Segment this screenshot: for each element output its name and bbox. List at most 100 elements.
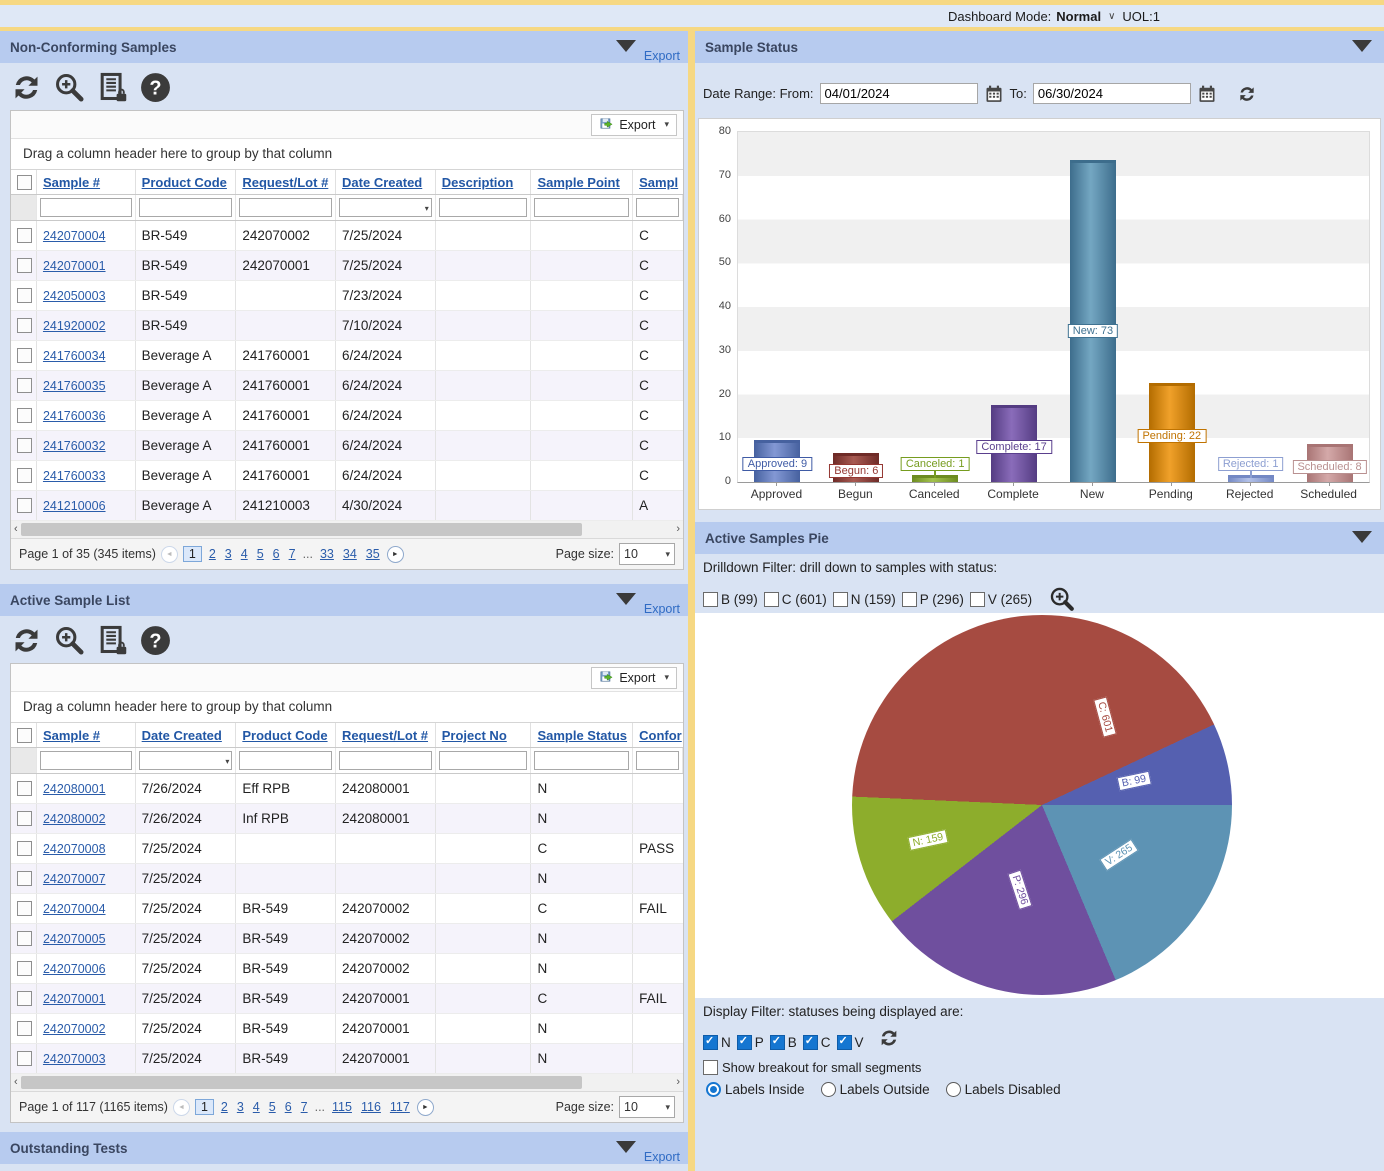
sample-number-link[interactable]: 242070008 — [42, 841, 106, 856]
column-header-sample-[interactable]: Sample # — [37, 723, 136, 747]
column-header-project-no[interactable]: Project No — [436, 723, 532, 747]
column-header-sampl[interactable]: Sampl — [633, 170, 683, 194]
drilldown-checkbox-b99[interactable] — [703, 591, 718, 607]
page-size-select[interactable]: 10 ▾ — [619, 543, 675, 565]
drilldown-checkbox-c601[interactable] — [763, 591, 779, 607]
row-checkbox[interactable] — [17, 378, 32, 393]
refresh-icon[interactable] — [878, 1027, 900, 1049]
column-filter-input[interactable] — [438, 198, 528, 217]
column-header-request-lot-[interactable]: Request/Lot # — [236, 170, 337, 194]
sample-number-link[interactable]: 241920002 — [42, 318, 106, 333]
page-number-1[interactable]: 1 — [194, 1099, 214, 1115]
page-number-116[interactable]: 116 — [360, 1100, 381, 1114]
radio-labels-outside[interactable] — [820, 1082, 836, 1097]
scroll-right-icon[interactable]: › — [676, 523, 680, 535]
row-checkbox[interactable] — [17, 288, 32, 303]
zoom-icon[interactable] — [1048, 585, 1076, 613]
column-header-request-lot-[interactable]: Request/Lot # — [336, 723, 436, 747]
sample-number-link[interactable]: 242070001 — [42, 258, 106, 273]
calendar-icon[interactable] — [984, 84, 1004, 104]
display-checkbox-b[interactable] — [769, 1034, 785, 1050]
row-checkbox[interactable] — [17, 318, 32, 333]
sample-number-link[interactable]: 241760032 — [42, 438, 106, 453]
scrollbar-track[interactable] — [20, 1076, 674, 1089]
dashboard-mode-value[interactable]: Normal — [1056, 8, 1102, 24]
scrollbar-thumb[interactable] — [20, 523, 582, 536]
collapse-panel-icon[interactable] — [616, 40, 636, 52]
column-filter-input[interactable] — [339, 751, 432, 770]
radio-labels-inside[interactable] — [706, 1082, 721, 1097]
display-checkbox-n[interactable] — [703, 1034, 718, 1050]
page-number-5[interactable]: 5 — [268, 1100, 276, 1114]
row-checkbox[interactable] — [17, 841, 32, 856]
page-size-select[interactable]: 10 ▾ — [619, 1096, 675, 1118]
column-filter-input[interactable] — [39, 751, 132, 770]
page-number-2[interactable]: 2 — [220, 1100, 228, 1114]
column-filter-input[interactable] — [636, 751, 680, 770]
column-header-product-code[interactable]: Product Code — [136, 170, 237, 194]
column-header-product-code[interactable]: Product Code — [236, 723, 337, 747]
report-lock-icon[interactable] — [96, 624, 129, 657]
sample-number-link[interactable]: 242070001 — [42, 991, 106, 1006]
page-number-33[interactable]: 33 — [319, 547, 334, 561]
sample-number-link[interactable]: 242070007 — [42, 871, 106, 886]
page-number-2[interactable]: 2 — [208, 547, 216, 561]
column-filter-input[interactable] — [339, 198, 432, 217]
scroll-left-icon[interactable]: ‹ — [14, 1076, 18, 1088]
scrollbar-track[interactable] — [20, 523, 674, 536]
display-checkbox-c[interactable] — [802, 1034, 818, 1050]
show-breakout-checkbox[interactable] — [703, 1060, 718, 1075]
column-filter-input[interactable] — [534, 751, 630, 770]
collapse-panel-icon[interactable] — [1352, 40, 1372, 52]
page-number-7[interactable]: 7 — [300, 1100, 308, 1114]
row-checkbox[interactable] — [17, 871, 32, 886]
pager-prev-button[interactable]: ◄ — [172, 1098, 190, 1116]
scroll-right-icon[interactable]: › — [676, 1076, 680, 1088]
row-checkbox[interactable] — [17, 901, 32, 916]
sample-number-link[interactable]: 242070006 — [42, 961, 106, 976]
row-checkbox[interactable] — [17, 781, 32, 796]
column-header-description[interactable]: Description — [436, 170, 532, 194]
date-to-input[interactable] — [1032, 83, 1191, 104]
page-number-6[interactable]: 6 — [272, 547, 280, 561]
drilldown-checkbox-n159[interactable] — [832, 591, 848, 607]
sample-number-link[interactable]: 241760035 — [42, 378, 106, 393]
date-from-input[interactable] — [819, 83, 978, 104]
pager-next-button[interactable]: ► — [386, 545, 404, 563]
page-number-115[interactable]: 115 — [332, 1100, 352, 1114]
page-number-1[interactable]: 1 — [182, 546, 202, 562]
row-checkbox[interactable] — [17, 961, 32, 976]
radio-labels-disabled[interactable] — [945, 1082, 961, 1097]
column-header-confor[interactable]: Confor — [633, 723, 683, 747]
refresh-icon[interactable] — [10, 71, 43, 104]
page-number-5[interactable]: 5 — [256, 547, 264, 561]
panel-export-link[interactable]: Export — [643, 1150, 680, 1164]
sample-number-link[interactable]: 242070002 — [42, 1021, 106, 1036]
column-filter-input[interactable] — [239, 751, 333, 770]
page-number-7[interactable]: 7 — [288, 547, 296, 561]
page-number-3[interactable]: 3 — [224, 547, 232, 561]
page-number-35[interactable]: 35 — [365, 547, 380, 561]
sample-number-link[interactable]: 242080002 — [42, 811, 106, 826]
pager-next-button[interactable]: ► — [416, 1098, 434, 1116]
row-checkbox[interactable] — [17, 1051, 32, 1066]
column-header-date-created[interactable]: Date Created — [336, 170, 436, 194]
refresh-icon[interactable] — [1237, 84, 1257, 104]
page-number-3[interactable]: 3 — [236, 1100, 244, 1114]
zoom-icon[interactable] — [53, 624, 86, 657]
row-checkbox[interactable] — [17, 228, 32, 243]
grid-export-button[interactable]: Export ▾ — [591, 666, 677, 689]
column-filter-input[interactable] — [39, 198, 132, 217]
display-checkbox-p[interactable] — [736, 1034, 752, 1050]
collapse-panel-icon[interactable] — [616, 593, 636, 605]
sample-number-link[interactable]: 242080001 — [42, 781, 106, 796]
row-checkbox[interactable] — [17, 931, 32, 946]
column-header-sample-point[interactable]: Sample Point — [531, 170, 634, 194]
select-all-checkbox[interactable] — [17, 728, 32, 743]
row-checkbox[interactable] — [17, 408, 32, 423]
collapse-panel-icon[interactable] — [616, 1141, 636, 1153]
calendar-icon[interactable] — [1197, 84, 1217, 104]
row-checkbox[interactable] — [17, 811, 32, 826]
sample-number-link[interactable]: 242070004 — [42, 228, 106, 243]
pie-chart[interactable] — [852, 615, 1232, 995]
